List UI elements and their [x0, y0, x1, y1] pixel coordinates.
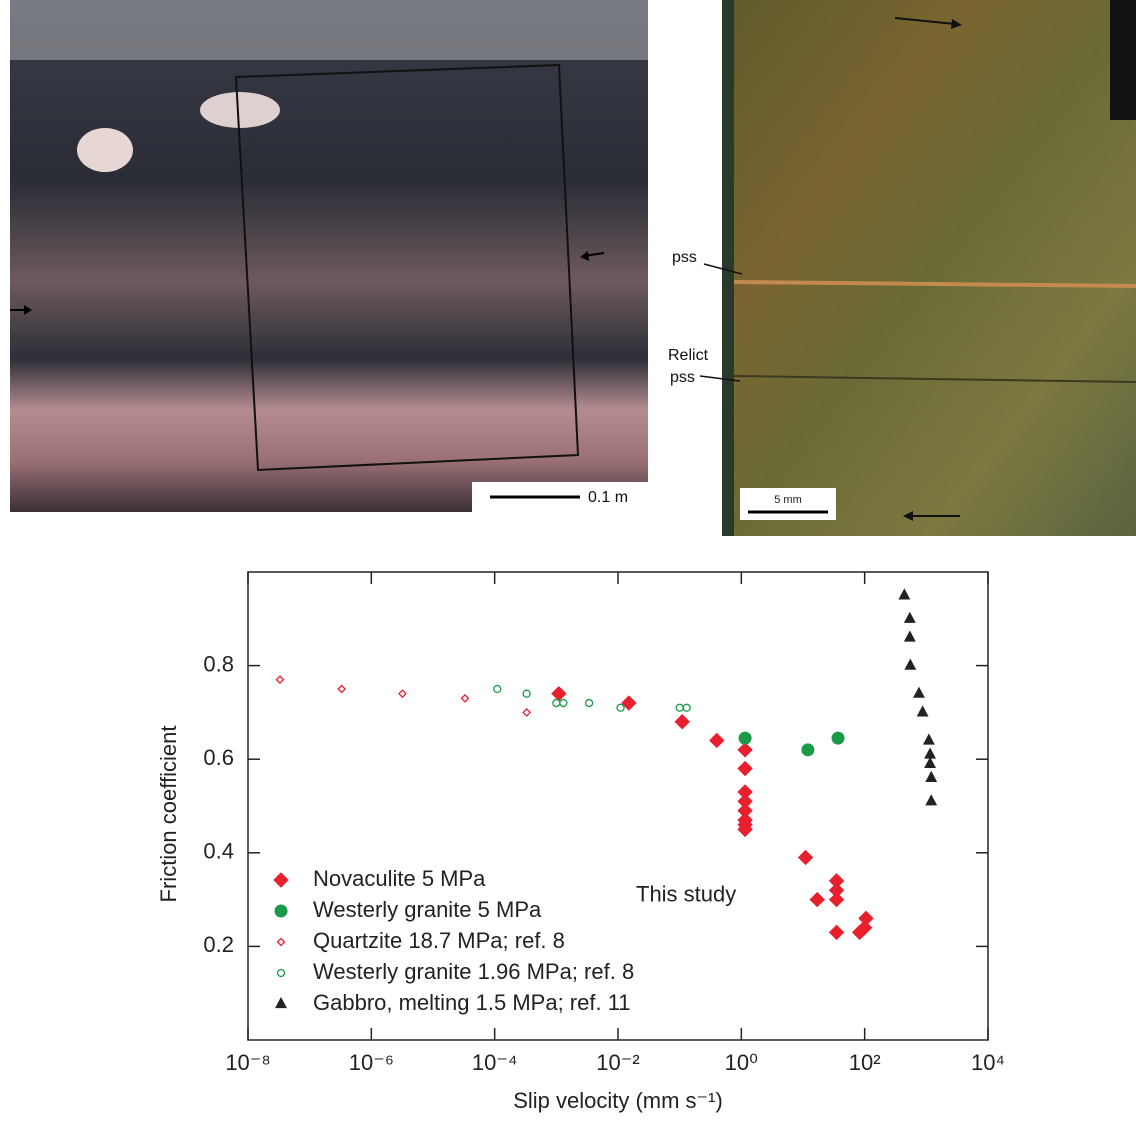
- point: [916, 705, 929, 717]
- point: [738, 731, 752, 745]
- point: [275, 675, 285, 685]
- annotation: This study: [636, 881, 736, 906]
- point: [809, 891, 825, 908]
- point: [737, 760, 753, 777]
- point: [682, 703, 691, 712]
- point: [801, 743, 815, 757]
- point: [925, 794, 938, 806]
- point: [460, 693, 470, 703]
- legend-label: Westerly granite 1.96 MPa; ref. 8: [313, 959, 634, 984]
- point: [621, 695, 637, 711]
- y-tick-label: 0.4: [203, 839, 234, 864]
- left-photo: 0.1 m: [10, 0, 648, 512]
- point: [522, 689, 531, 698]
- point: [551, 685, 567, 702]
- point: [337, 684, 347, 694]
- point: [831, 731, 845, 745]
- point: [903, 630, 916, 642]
- x-tick-label: 10⁰: [725, 1050, 758, 1075]
- point: [922, 733, 935, 745]
- pss-label: pss: [672, 249, 697, 266]
- legend-marker: [273, 872, 289, 888]
- x-tick-label: 10⁻⁴: [472, 1050, 518, 1075]
- point: [493, 684, 502, 694]
- scale-label: 5 mm: [774, 494, 802, 506]
- point: [797, 849, 814, 866]
- point: [828, 891, 845, 908]
- point: [737, 821, 753, 838]
- x-tick-label: 10²: [849, 1050, 881, 1075]
- point: [903, 611, 916, 623]
- relict-label: Relict: [668, 347, 709, 364]
- point: [522, 707, 532, 717]
- point: [904, 658, 917, 670]
- legend-marker: [276, 937, 286, 947]
- relict-label: pss: [670, 369, 695, 386]
- point: [925, 770, 938, 783]
- legend-label: Westerly granite 5 MPa: [313, 897, 542, 922]
- scale-label: 0.1 m: [588, 489, 628, 506]
- point: [584, 698, 594, 708]
- legend-marker: [274, 904, 288, 918]
- legend-marker: [275, 996, 287, 1009]
- point: [709, 732, 725, 749]
- point: [858, 910, 874, 927]
- right-photo: 5 mm: [699, 0, 1136, 536]
- point: [913, 686, 925, 698]
- point: [398, 689, 407, 699]
- point: [674, 714, 690, 730]
- x-tick-label: 10⁻²: [596, 1050, 639, 1075]
- point: [924, 756, 937, 768]
- point: [737, 742, 753, 758]
- legend-label: Gabbro, melting 1.5 MPa; ref. 11: [313, 990, 631, 1015]
- x-tick-label: 10⁻⁶: [349, 1050, 394, 1075]
- point: [828, 924, 845, 941]
- point: [675, 703, 684, 712]
- y-tick-label: 0.8: [203, 651, 234, 676]
- legend-label: Quartzite 18.7 MPa; ref. 8: [313, 928, 565, 953]
- y-tick-label: 0.6: [203, 745, 234, 770]
- point: [552, 698, 561, 708]
- y-axis-title: Friction coefficient: [156, 726, 181, 903]
- legend-label: Novaculite 5 MPa: [313, 866, 486, 891]
- legend-marker: [276, 968, 286, 978]
- point: [856, 919, 873, 936]
- point: [924, 747, 937, 759]
- x-axis-title: Slip velocity (mm s⁻¹): [513, 1088, 723, 1113]
- point: [898, 588, 911, 600]
- point: [559, 698, 568, 708]
- x-tick-label: 10⁴: [971, 1050, 1005, 1075]
- y-tick-label: 0.2: [203, 932, 234, 957]
- point: [616, 703, 625, 712]
- x-tick-label: 10⁻⁸: [225, 1050, 270, 1075]
